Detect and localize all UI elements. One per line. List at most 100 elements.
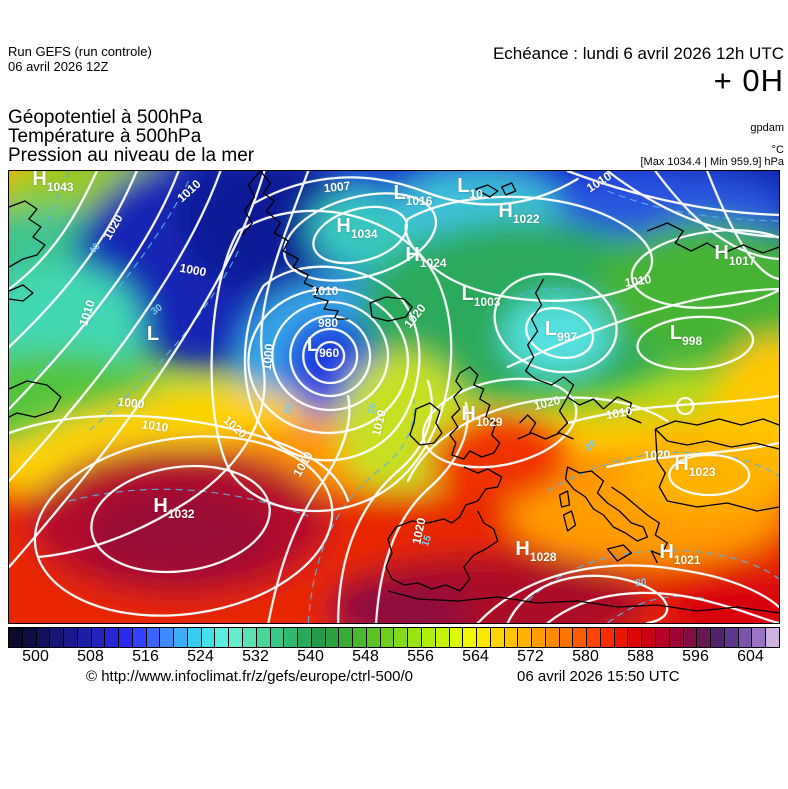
color-scale-tick: 548 [352,648,379,665]
color-scale-tick: 516 [132,648,159,665]
pressure-center-label: H1021 [659,541,701,567]
pressure-center-label: H1017 [714,242,756,268]
color-scale-cell [599,628,614,647]
color-scale-cell [668,628,683,647]
color-scale-cell [558,628,573,647]
color-scale-cell [21,628,36,647]
pressure-center-label: H1043 [32,170,74,194]
isobar-contour-label: 980 [317,316,339,330]
color-scale-cell [131,628,146,647]
color-scale-ticks: 500 508 516 524 532 540 548 556 564 572 580 588 596 6… [8,648,778,668]
lead-time-label: + 0H [713,63,784,98]
color-scale-cell [145,628,160,647]
color-scale-cell [269,628,284,647]
color-scale-cell [214,628,229,647]
pressure-center-label: H1029 [461,403,503,429]
color-scale-cell [586,628,600,647]
pressure-center-label: L998 [669,322,703,348]
color-scale-tick: 580 [572,648,599,665]
color-scale-cell [517,628,532,647]
color-scale-tick: 572 [517,648,544,665]
isobar-contour-label: 1000 [116,394,146,412]
pressure-center-label: L1016 [393,182,433,208]
color-scale-cell [118,628,132,647]
source-url: © http://www.infoclimat.fr/z/gefs/europe… [86,668,414,685]
color-scale-tick: 524 [187,648,214,665]
color-scale-cell [379,628,394,647]
color-scale-cell [9,628,22,647]
weather-map: H1043 L1016 L10 H1022 H1034 H1024 H1017 L1003 L9… [8,170,780,624]
pressure-center-label: H1028 [515,538,557,564]
color-scale-cell [104,628,119,647]
color-scale-cell [228,628,243,647]
color-scale-cell [503,628,518,647]
color-scale-cell [434,628,449,647]
weather-map-art [9,171,779,623]
color-scale-cell [765,628,779,647]
color-scale-cell [420,628,435,647]
color-scale-tick: 508 [77,648,104,665]
color-scale-cell [448,628,463,647]
color-scale-cell [393,628,408,647]
color-scale-cell [572,628,587,647]
color-scale-cell [76,628,91,647]
color-scale-cell [682,628,697,647]
parameter-list: Géopotentiel à 500hPa Température à 500h… [8,108,254,165]
color-scale-cell [737,628,752,647]
color-scale-tick: 532 [242,648,269,665]
color-scale-cell [297,628,311,647]
pressure-center-label: H1022 [498,200,540,226]
color-scale-tick: 556 [407,648,434,665]
color-scale-cell [186,628,201,647]
color-scale-cell [352,628,366,647]
unit-gpdam: gpdam [750,122,784,134]
color-scale-tick: 588 [627,648,654,665]
color-scale-cell [365,628,380,647]
echeance-label: Echéance : lundi 6 avril 2026 12h UTC [492,44,784,63]
run-name: Run GEFS (run controle) [8,44,152,59]
color-scale-cell [613,628,628,647]
pressure-center-label: L960 [306,334,340,360]
color-scale-cell [531,628,545,647]
param-pressure: Pression au niveau de la mer [8,145,255,166]
color-scale-cell [627,628,642,647]
color-scale-cell [159,628,174,647]
color-scale-cell [751,628,766,647]
color-scale-cell [476,628,490,647]
pressure-center-label: L10 [457,175,483,201]
run-date: 06 avril 2026 12Z [8,59,109,74]
color-scale-cell [654,628,669,647]
color-scale-cell [200,628,215,647]
color-scale-tick: 604 [737,648,764,665]
color-scale-cell [242,628,256,647]
color-scale-cell [696,628,711,647]
color-scale-cell [35,628,50,647]
pressure-center-label: H1023 [674,453,716,479]
color-scale-cell [641,628,655,647]
color-scale-tick: 500 [22,648,49,665]
color-scale-tick: 540 [297,648,324,665]
color-scale-cell [544,628,559,647]
color-scale-cell [90,628,105,647]
color-scale-tick: 596 [682,648,709,665]
pressure-center-label: H1032 [153,495,195,521]
minmax-pressure: [Max 1034.4 | Min 959.9] hPa [640,156,785,168]
color-scale-tick: 564 [462,648,489,665]
color-scale-cell [710,628,724,647]
isobar-contour-label: 1010 [311,284,339,298]
param-temperature: Température à 500hPa [8,126,202,147]
geopotential-color-scale [8,627,780,648]
pressure-center-label: L997 [544,318,578,344]
color-scale-cell [407,628,421,647]
run-info: Run GEFS (run controle) 06 avril 2026 12… [8,44,152,74]
pressure-center-label: H1024 [405,244,447,270]
color-scale-cell [255,628,270,647]
color-scale-cell [310,628,325,647]
color-scale-cell [489,628,504,647]
pressure-center-label: L1003 [461,283,501,309]
isobar-contour-label: 1007 [322,178,352,196]
color-scale-cell [49,628,64,647]
color-scale-cell [283,628,298,647]
unit-celsius: °C [771,144,784,156]
